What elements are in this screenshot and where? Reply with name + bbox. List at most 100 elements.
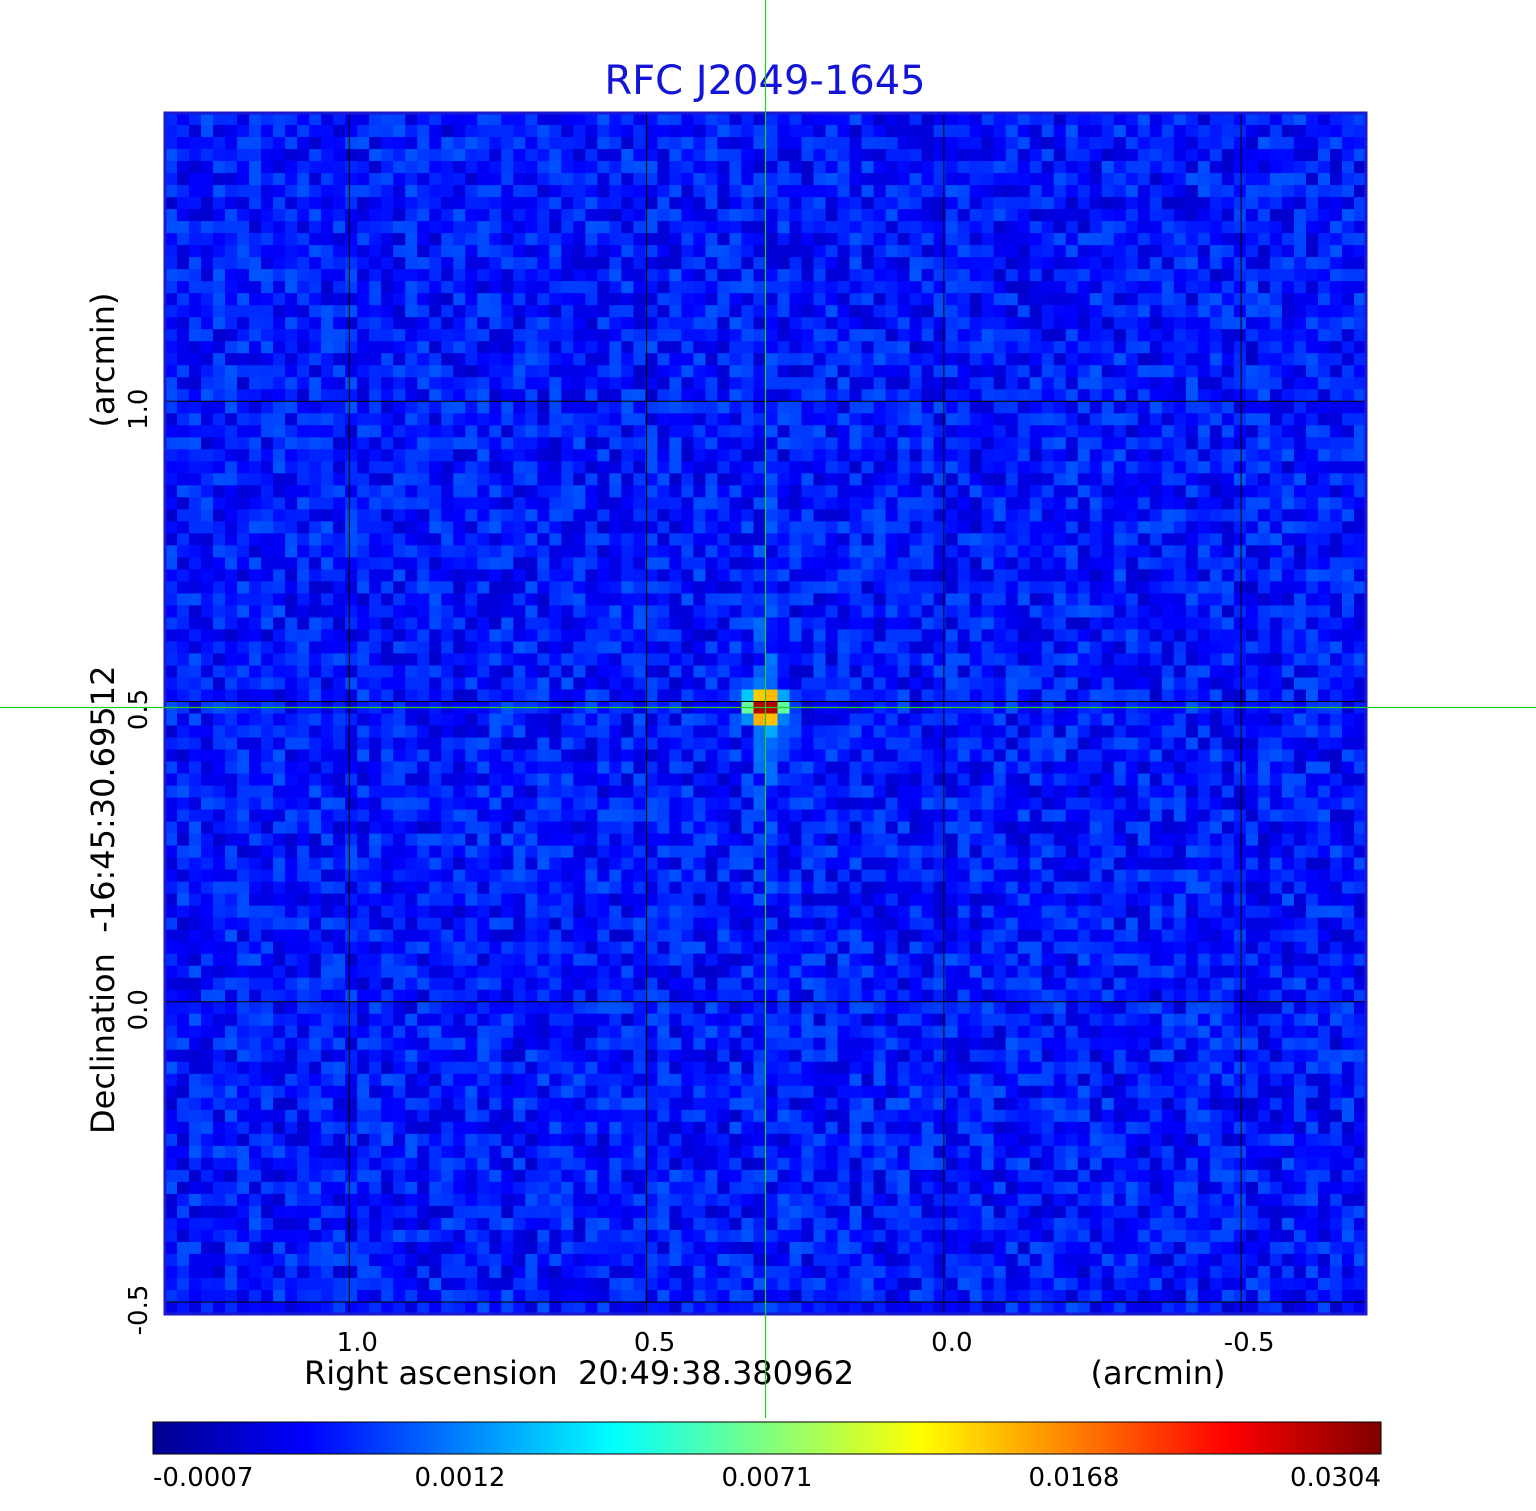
heatmap-cell bbox=[405, 197, 418, 210]
heatmap-cell bbox=[885, 269, 899, 282]
heatmap-cell bbox=[1005, 593, 1019, 607]
heatmap-cell bbox=[1125, 521, 1139, 534]
heatmap-cell bbox=[861, 425, 875, 438]
heatmap-cell bbox=[1197, 533, 1211, 546]
heatmap-cell bbox=[585, 233, 598, 246]
heatmap-cell bbox=[1125, 173, 1139, 186]
heatmap-cell bbox=[609, 425, 622, 438]
heatmap-cell bbox=[669, 245, 683, 258]
heatmap-cell bbox=[1293, 485, 1307, 498]
heatmap-cell bbox=[717, 209, 731, 222]
heatmap-cell bbox=[765, 629, 779, 643]
heatmap-cell bbox=[237, 209, 250, 222]
heatmap-cell bbox=[717, 569, 731, 582]
heatmap-cell bbox=[1245, 425, 1259, 438]
heatmap-cell bbox=[885, 341, 899, 354]
heatmap-cell bbox=[789, 545, 803, 558]
heatmap-cell bbox=[1029, 437, 1043, 450]
heatmap-cell bbox=[945, 665, 959, 679]
heatmap-cell bbox=[573, 581, 586, 594]
heatmap-cell bbox=[501, 305, 514, 318]
heatmap-cell bbox=[1041, 389, 1055, 402]
heatmap-cell bbox=[1197, 353, 1211, 366]
heatmap-cell bbox=[1209, 497, 1223, 510]
heatmap-cell bbox=[801, 137, 815, 150]
heatmap-cell bbox=[405, 449, 418, 462]
heatmap-cell bbox=[429, 593, 442, 607]
heatmap-cell bbox=[633, 605, 646, 619]
heatmap-cell bbox=[1017, 665, 1031, 679]
heatmap-cell bbox=[1077, 329, 1091, 342]
heatmap-cell bbox=[825, 365, 839, 378]
heatmap-cell bbox=[1245, 185, 1259, 198]
heatmap-cell bbox=[1173, 629, 1187, 643]
heatmap-cell bbox=[849, 473, 863, 486]
heatmap-cell bbox=[1197, 461, 1211, 474]
heatmap-cell bbox=[1317, 353, 1331, 366]
heatmap-cell bbox=[321, 449, 334, 462]
heatmap-cell bbox=[741, 113, 755, 126]
heatmap-cell bbox=[297, 113, 310, 126]
heatmap-cell bbox=[273, 221, 286, 234]
heatmap-cell bbox=[273, 485, 286, 498]
heatmap-cell bbox=[849, 149, 863, 162]
heatmap-cell bbox=[885, 557, 899, 570]
heatmap-cell bbox=[921, 521, 935, 534]
heatmap-cell bbox=[1101, 185, 1115, 198]
heatmap-cell bbox=[693, 581, 707, 594]
heatmap-cell bbox=[1161, 425, 1175, 438]
heatmap-cell bbox=[1281, 149, 1295, 162]
heatmap-cell bbox=[309, 317, 322, 330]
heatmap-cell bbox=[1065, 125, 1079, 138]
heatmap-cell bbox=[777, 689, 791, 703]
heatmap-cell bbox=[993, 221, 1007, 234]
heatmap-cell bbox=[945, 317, 959, 330]
heatmap-cell bbox=[597, 257, 610, 270]
heatmap-cell bbox=[741, 401, 755, 414]
heatmap-cell bbox=[597, 413, 610, 426]
heatmap-cell bbox=[525, 629, 538, 643]
heatmap-cell bbox=[513, 485, 526, 498]
heatmap-cell bbox=[441, 341, 454, 354]
heatmap-cell bbox=[225, 149, 238, 162]
heatmap-cell bbox=[477, 449, 490, 462]
heatmap-cell bbox=[657, 365, 671, 378]
heatmap-cell bbox=[741, 245, 755, 258]
heatmap-cell bbox=[1149, 449, 1163, 462]
heatmap-cell bbox=[537, 209, 550, 222]
heatmap-cell bbox=[897, 185, 911, 198]
heatmap-cell bbox=[873, 137, 887, 150]
heatmap-cell bbox=[813, 173, 827, 186]
heatmap-cell bbox=[1053, 221, 1067, 234]
heatmap-cell bbox=[1149, 281, 1163, 294]
heatmap-cell bbox=[1233, 257, 1247, 270]
heatmap-cell bbox=[849, 401, 863, 414]
heatmap-cell bbox=[861, 173, 875, 186]
heatmap-cell bbox=[609, 197, 622, 210]
heatmap-cell bbox=[573, 641, 586, 655]
heatmap-cell bbox=[1329, 317, 1343, 330]
heatmap-cell bbox=[909, 293, 923, 306]
heatmap-cell bbox=[1209, 665, 1223, 679]
heatmap-cell bbox=[489, 425, 502, 438]
heatmap-cell bbox=[561, 569, 574, 582]
heatmap-cell bbox=[297, 149, 310, 162]
heatmap-cell bbox=[633, 425, 646, 438]
heatmap-cell bbox=[237, 629, 250, 643]
heatmap-cell bbox=[897, 665, 911, 679]
heatmap-cell bbox=[309, 689, 322, 703]
heatmap-cell bbox=[693, 113, 707, 126]
heatmap-cell bbox=[249, 569, 262, 582]
heatmap-cell bbox=[1161, 653, 1175, 667]
heatmap-cell bbox=[645, 149, 659, 162]
heatmap-cell bbox=[969, 161, 983, 174]
heatmap-cell bbox=[873, 545, 887, 558]
heatmap-cell bbox=[189, 461, 202, 474]
heatmap-cell bbox=[501, 149, 514, 162]
heatmap-cell bbox=[1221, 137, 1235, 150]
heatmap-cell bbox=[381, 185, 394, 198]
heatmap-cell bbox=[753, 641, 767, 655]
heatmap-cell bbox=[501, 329, 514, 342]
heatmap-cell bbox=[1341, 677, 1355, 691]
heatmap-cell bbox=[657, 197, 671, 210]
